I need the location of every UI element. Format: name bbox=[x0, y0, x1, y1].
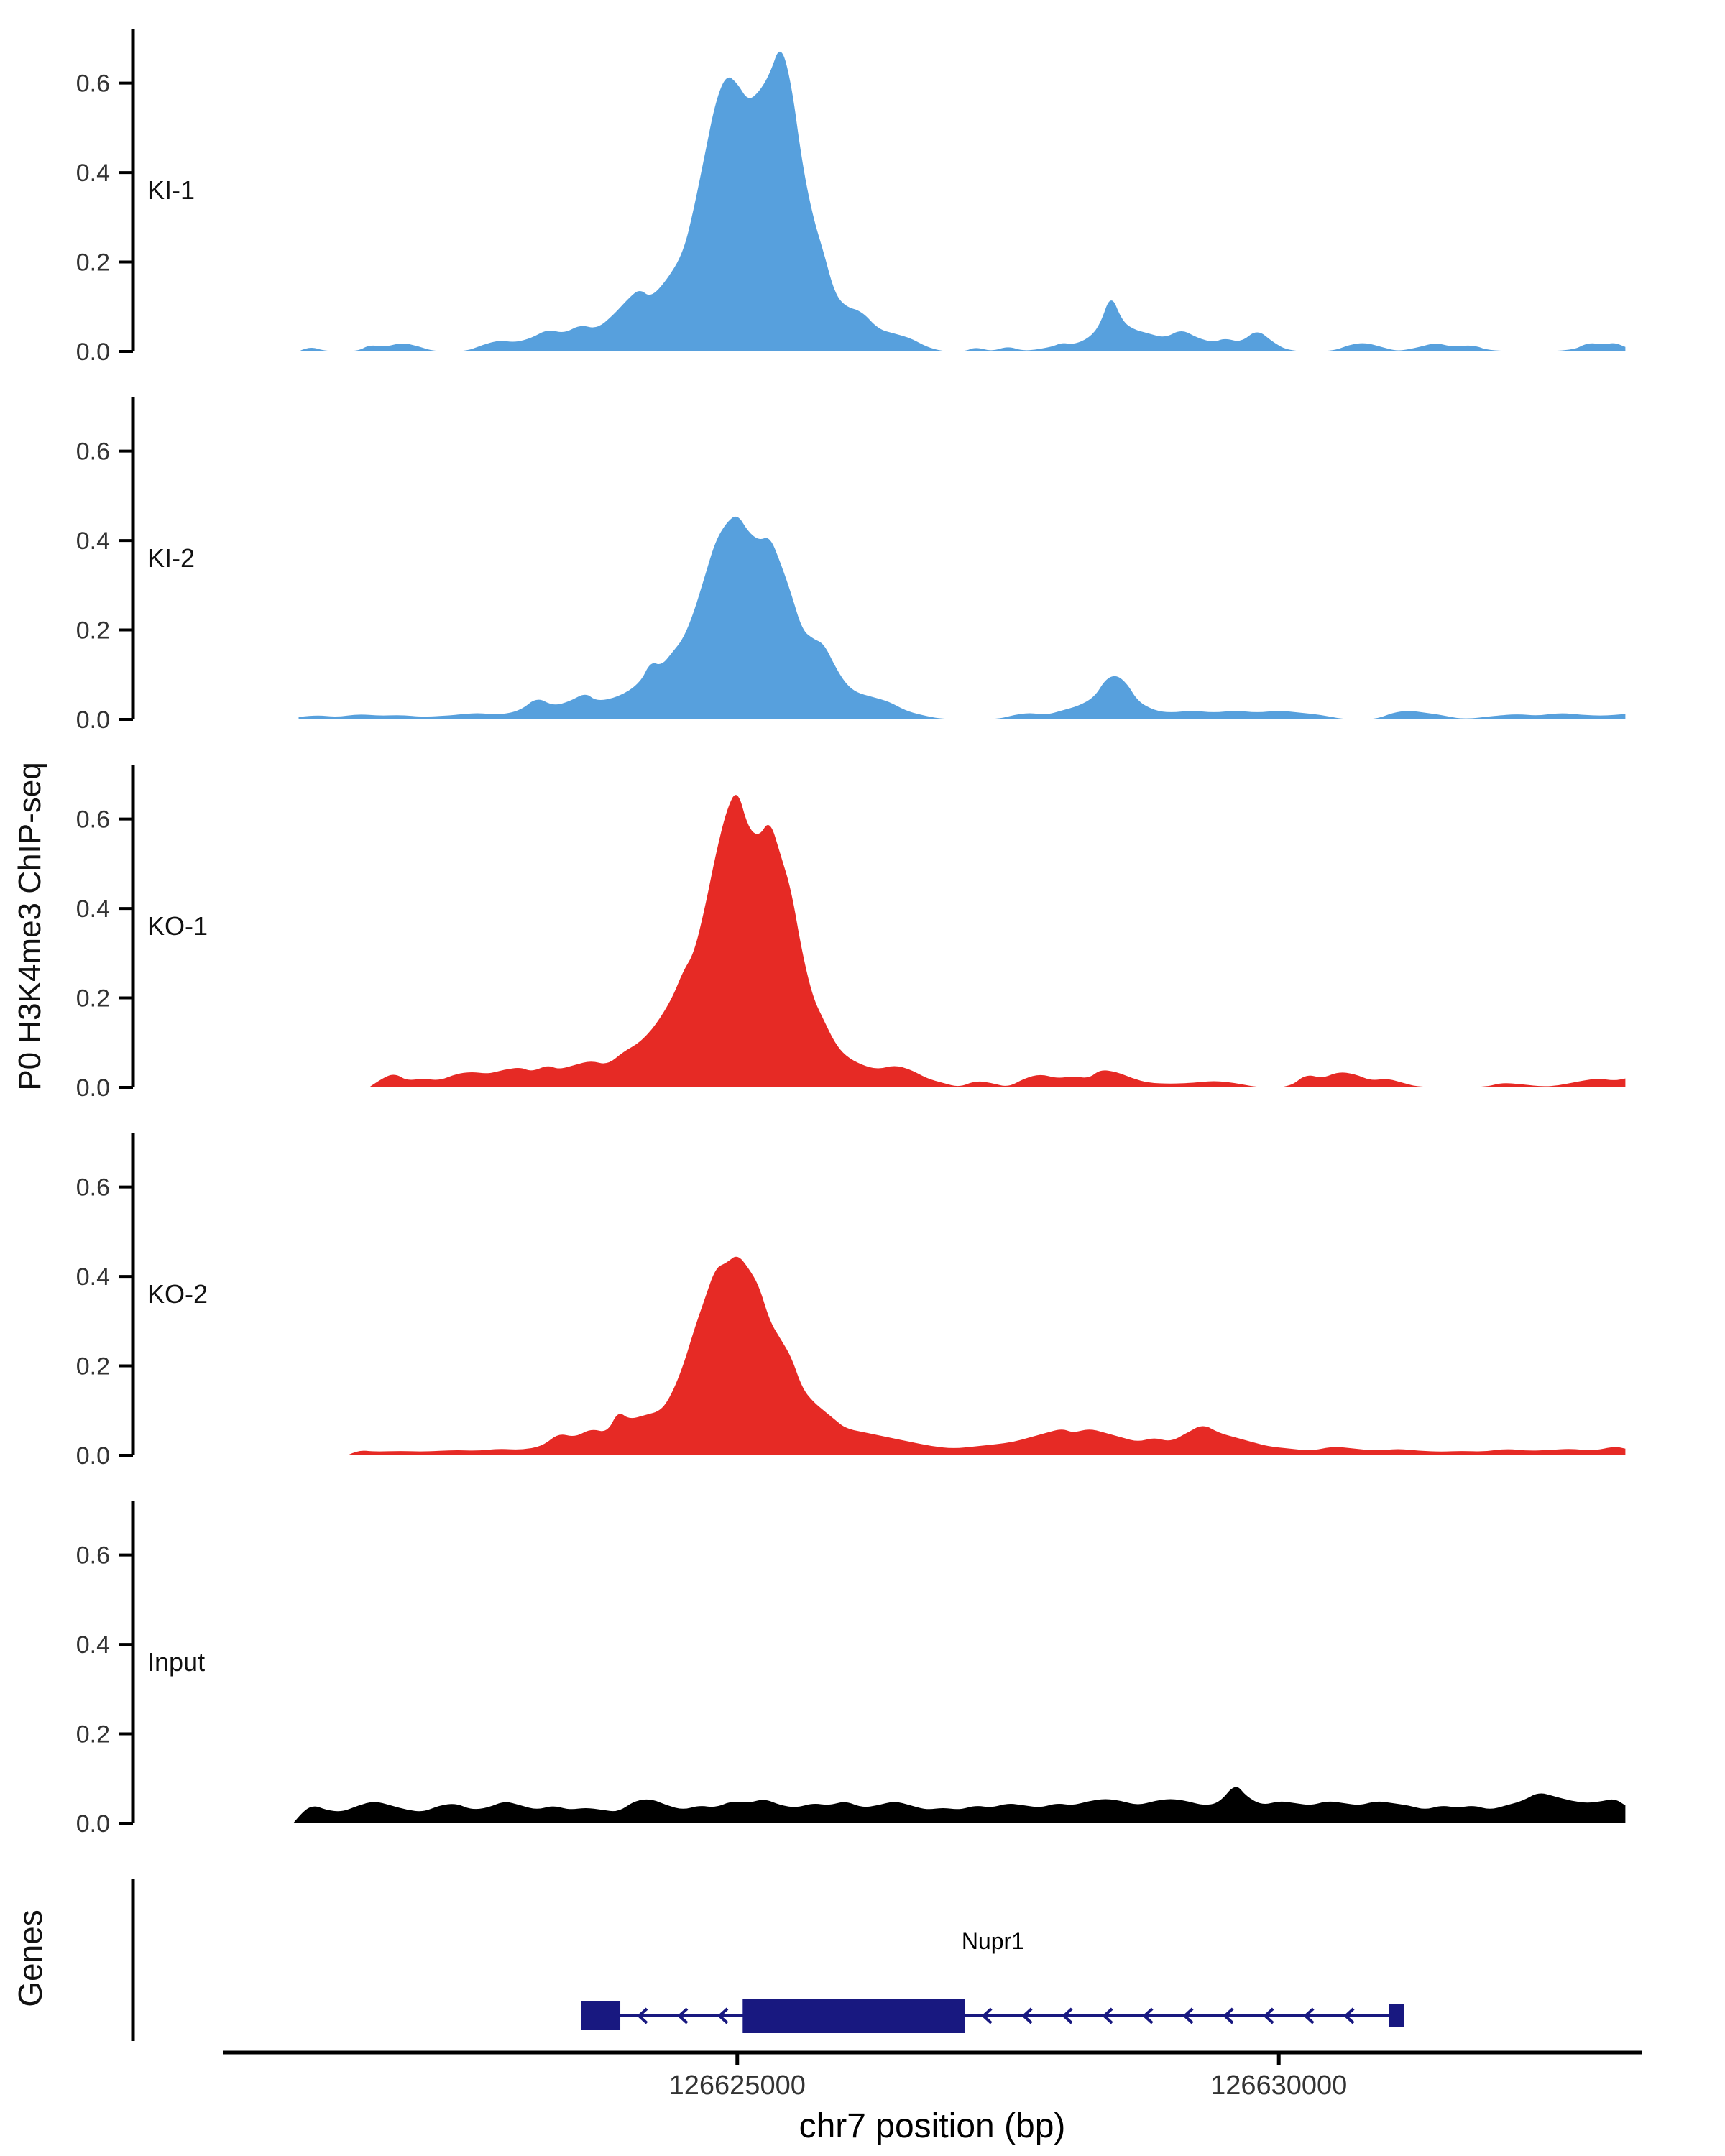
track-label-ki-2: KI-2 bbox=[147, 543, 196, 573]
y-tick-label: 0.0 bbox=[76, 338, 110, 363]
track-label-ko-2: KO-2 bbox=[147, 1279, 208, 1309]
strand-arrow bbox=[1182, 2007, 1194, 2024]
y-tick-label: 0.2 bbox=[76, 249, 110, 277]
y-tick-label: 0.0 bbox=[76, 1074, 110, 1099]
track-plot-ki-2: 0.0 0.2 0.4 0.6 bbox=[76, 397, 1626, 731]
y-tick-label: 0.0 bbox=[76, 1442, 110, 1467]
y-tick-label: 0.2 bbox=[76, 617, 110, 645]
x-axis-title: chr7 position (bp) bbox=[799, 2107, 1066, 2145]
signal-area-ko-1 bbox=[369, 795, 1626, 1087]
y-tick-label: 0.6 bbox=[76, 1174, 110, 1202]
genes-panel: Nupr1 bbox=[0, 1869, 1725, 2048]
gene-exon bbox=[581, 2001, 621, 2030]
strand-arrow bbox=[637, 2007, 648, 2024]
strand-arrow bbox=[1303, 2007, 1315, 2024]
x-tick-label: 126625000 bbox=[669, 2070, 806, 2101]
y-tick-label: 0.4 bbox=[76, 528, 110, 555]
track-label-input: Input bbox=[147, 1647, 206, 1677]
strand-arrow bbox=[1021, 2007, 1033, 2024]
strand-arrow bbox=[1223, 2007, 1234, 2024]
strand-arrow bbox=[1263, 2007, 1274, 2024]
x-axis: 126625000 126630000 chr7 position (bp) bbox=[223, 2050, 1642, 2145]
signal-area-input bbox=[293, 1787, 1626, 1823]
track-plot-input: 0.0 0.2 0.4 0.6 bbox=[76, 1501, 1626, 1835]
track-label-ko-1: KO-1 bbox=[147, 911, 208, 941]
strand-arrow bbox=[1142, 2007, 1154, 2024]
y-tick-label: 0.4 bbox=[76, 895, 110, 923]
strand-arrow bbox=[981, 2007, 993, 2024]
track-plot-ko-1: 0.0 0.2 0.4 0.6 bbox=[76, 765, 1626, 1099]
y-tick-label: 0.2 bbox=[76, 1353, 110, 1381]
x-tick-label: 126630000 bbox=[1210, 2070, 1347, 2101]
y-tick-label: 0.6 bbox=[76, 70, 110, 98]
y-tick-label: 0.6 bbox=[76, 806, 110, 834]
track-plot-ki-1: 0.0 0.2 0.4 0.6 bbox=[76, 29, 1626, 363]
strand-arrow bbox=[1102, 2007, 1113, 2024]
signal-area-ko-2 bbox=[347, 1256, 1626, 1455]
gene-exon bbox=[1389, 2004, 1404, 2027]
track-panel-ki-2: 0.0 0.2 0.4 0.6 KI-2 bbox=[0, 386, 1725, 731]
strand-arrow bbox=[677, 2007, 689, 2024]
signal-area-ki-1 bbox=[298, 51, 1626, 351]
y-tick-label: 0.6 bbox=[76, 438, 110, 466]
track-panel-ko-1: 0.0 0.2 0.4 0.6 KO-1 bbox=[0, 754, 1725, 1099]
strand-arrow bbox=[717, 2007, 729, 2024]
y-tick-label: 0.0 bbox=[76, 706, 110, 731]
gene-name-label: Nupr1 bbox=[962, 1928, 1024, 1954]
gene-exon bbox=[742, 1999, 965, 2033]
y-tick-label: 0.4 bbox=[76, 1631, 110, 1659]
genes-plot: Nupr1 bbox=[131, 1879, 1404, 2041]
y-tick-label: 0.2 bbox=[76, 985, 110, 1013]
track-panel-ko-2: 0.0 0.2 0.4 0.6 KO-2 bbox=[0, 1122, 1725, 1467]
strand-arrow bbox=[1343, 2007, 1355, 2024]
track-label-ki-1: KI-1 bbox=[147, 175, 196, 205]
strand-arrow bbox=[1062, 2007, 1073, 2024]
track-plot-ko-2: 0.0 0.2 0.4 0.6 bbox=[76, 1133, 1626, 1467]
y-tick-label: 0.0 bbox=[76, 1810, 110, 1835]
signal-area-ki-2 bbox=[298, 516, 1626, 719]
track-panel-input: 0.0 0.2 0.4 0.6 Input bbox=[0, 1490, 1725, 1835]
y-tick-label: 0.4 bbox=[76, 160, 110, 187]
y-tick-label: 0.6 bbox=[76, 1542, 110, 1570]
track-panel-ki-1: 0.0 0.2 0.4 0.6 KI-1 bbox=[0, 18, 1725, 363]
y-tick-label: 0.4 bbox=[76, 1263, 110, 1291]
y-tick-label: 0.2 bbox=[76, 1721, 110, 1749]
